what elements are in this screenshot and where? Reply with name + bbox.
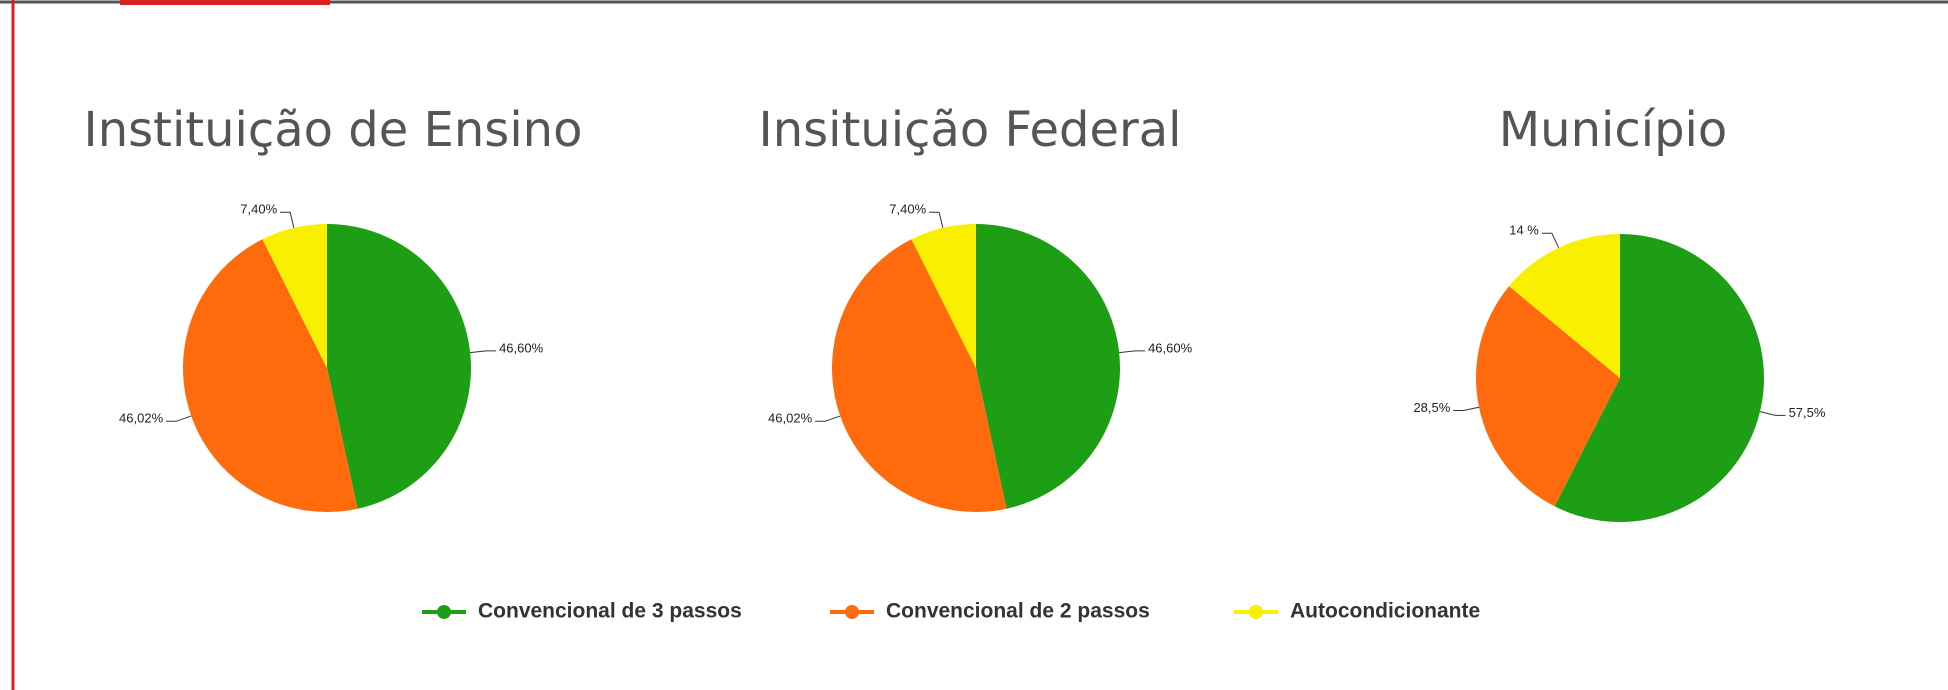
- legend-marker: [437, 605, 451, 619]
- pie-slice: [1554, 234, 1764, 522]
- leader-line: [1759, 411, 1786, 416]
- value-label: 46,60%: [499, 340, 544, 355]
- leader-line: [929, 211, 944, 228]
- leader-line: [815, 415, 841, 422]
- legend-label: Convencional de 3 passos: [478, 600, 742, 623]
- leader-line: [1453, 406, 1480, 411]
- legend-marker: [845, 605, 859, 619]
- pie-slice: [911, 224, 976, 368]
- value-label: 57,5%: [1789, 405, 1826, 420]
- pie-slice: [976, 224, 1120, 509]
- leader-line: [1541, 232, 1560, 248]
- logo-strip: [120, 0, 330, 5]
- leader-line: [280, 211, 295, 228]
- value-label: 28,5%: [1413, 400, 1450, 415]
- pie-slice: [832, 239, 1007, 513]
- legend-label: Convencional de 2 passos: [886, 600, 1150, 623]
- chart-title: Insituição Federal: [759, 102, 1182, 158]
- value-label: 46,02%: [119, 411, 164, 426]
- leader-line: [470, 350, 497, 354]
- pie-slice: [1509, 234, 1620, 378]
- pie-slice: [262, 224, 327, 368]
- legend-marker: [1249, 605, 1263, 619]
- legend-label: Autocondicionante: [1290, 600, 1480, 623]
- value-label: 7,40%: [240, 202, 277, 217]
- pie-slice: [183, 239, 358, 513]
- value-label: 46,60%: [1148, 340, 1193, 355]
- chart-title: Instituição de Ensino: [84, 102, 583, 158]
- value-label: 14 %: [1509, 223, 1539, 238]
- value-label: 7,40%: [889, 202, 926, 217]
- leader-line: [1119, 350, 1146, 354]
- leader-line: [166, 415, 192, 422]
- pie-slice: [327, 224, 471, 509]
- pie-slice: [1476, 286, 1620, 507]
- value-label: 46,02%: [768, 411, 813, 426]
- chart-title: Município: [1499, 102, 1728, 158]
